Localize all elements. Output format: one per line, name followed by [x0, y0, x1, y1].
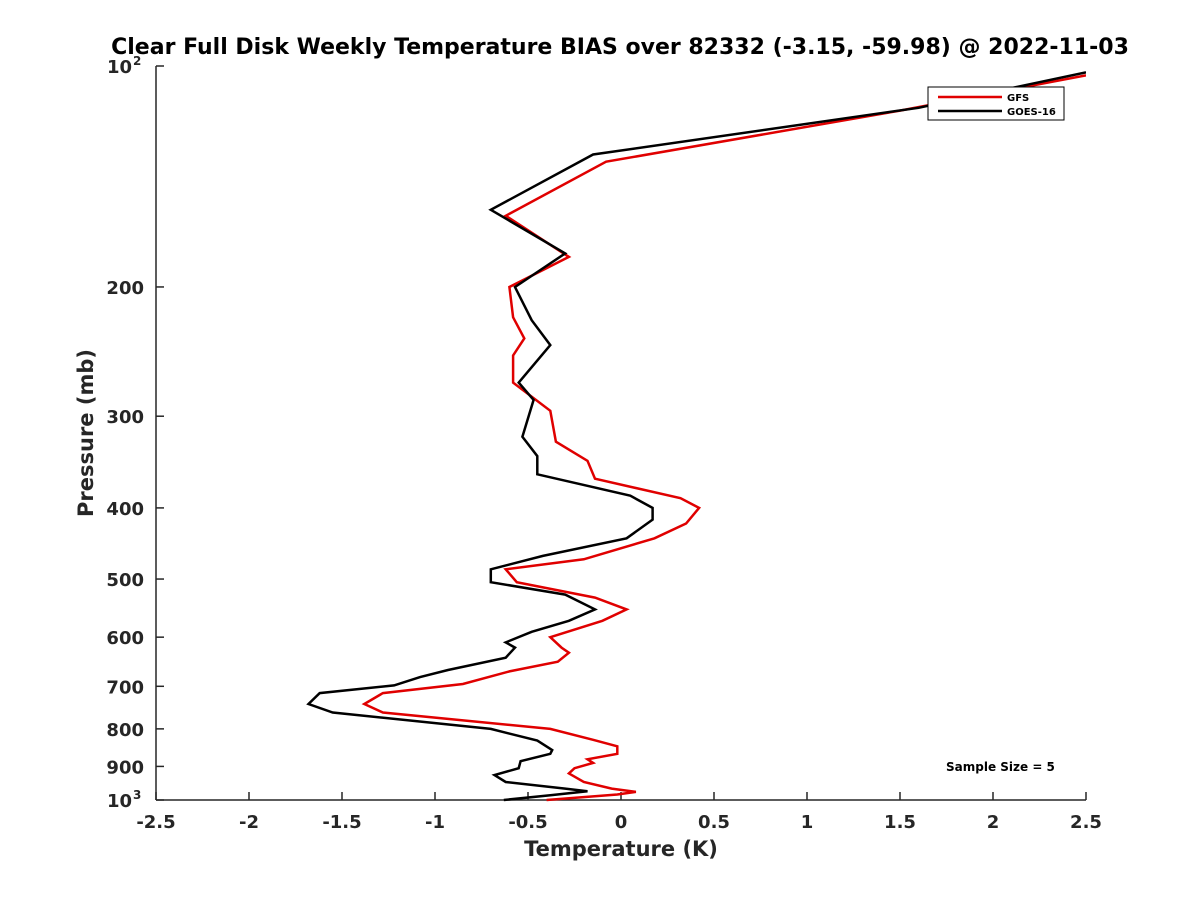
x-axis-label: Temperature (K) [524, 837, 718, 861]
x-tick-label: -2.5 [136, 812, 175, 833]
y-tick-label: 200 [106, 278, 144, 299]
x-tick-label: 1 [801, 812, 814, 833]
plot-area [155, 66, 1086, 801]
y-tick-label-exponent: 3 [133, 788, 141, 802]
y-tick-label: 500 [106, 570, 144, 591]
y-axis-label: Pressure (mb) [74, 349, 98, 517]
y-tick-label: 700 [106, 677, 144, 698]
y-tick-label: 400 [106, 499, 144, 520]
legend-label-goes16: GOES-16 [1007, 107, 1056, 118]
x-tick-group: -2.5 -2 -1.5 -1 -0.5 0 0.5 1 1.5 2 2.5 [136, 792, 1102, 833]
y-tick-label: 900 [106, 757, 144, 778]
x-tick-label: 1.5 [884, 812, 916, 833]
x-tick-label: -1 [425, 812, 445, 833]
y-tick-label-base: 10 [107, 791, 132, 812]
sample-size-annotation: Sample Size = 5 [946, 760, 1055, 774]
y-tick-label: 800 [106, 720, 144, 741]
series-line-gfs [361, 74, 1086, 802]
x-tick-label: -2 [239, 812, 259, 833]
x-tick-label: -1.5 [322, 812, 361, 833]
y-tick-label-base: 10 [107, 57, 132, 78]
x-tick-label: 0 [615, 812, 628, 833]
x-tick-label: 0.5 [698, 812, 730, 833]
legend-box [927, 86, 1065, 121]
y-tick-label: 300 [106, 407, 144, 428]
y-tick-label: 600 [106, 628, 144, 649]
x-tick-label: 2 [987, 812, 1000, 833]
legend: GFS GOES-16 [927, 86, 1065, 121]
y-tick-label-exponent: 2 [133, 54, 141, 68]
series-line-goes16 [306, 71, 1086, 802]
x-tick-label: -0.5 [508, 812, 547, 833]
x-tick-label: 2.5 [1070, 812, 1102, 833]
chart-title: Clear Full Disk Weekly Temperature BIAS … [111, 35, 1129, 60]
legend-label-gfs: GFS [1007, 93, 1029, 104]
series-layer [306, 71, 1086, 802]
